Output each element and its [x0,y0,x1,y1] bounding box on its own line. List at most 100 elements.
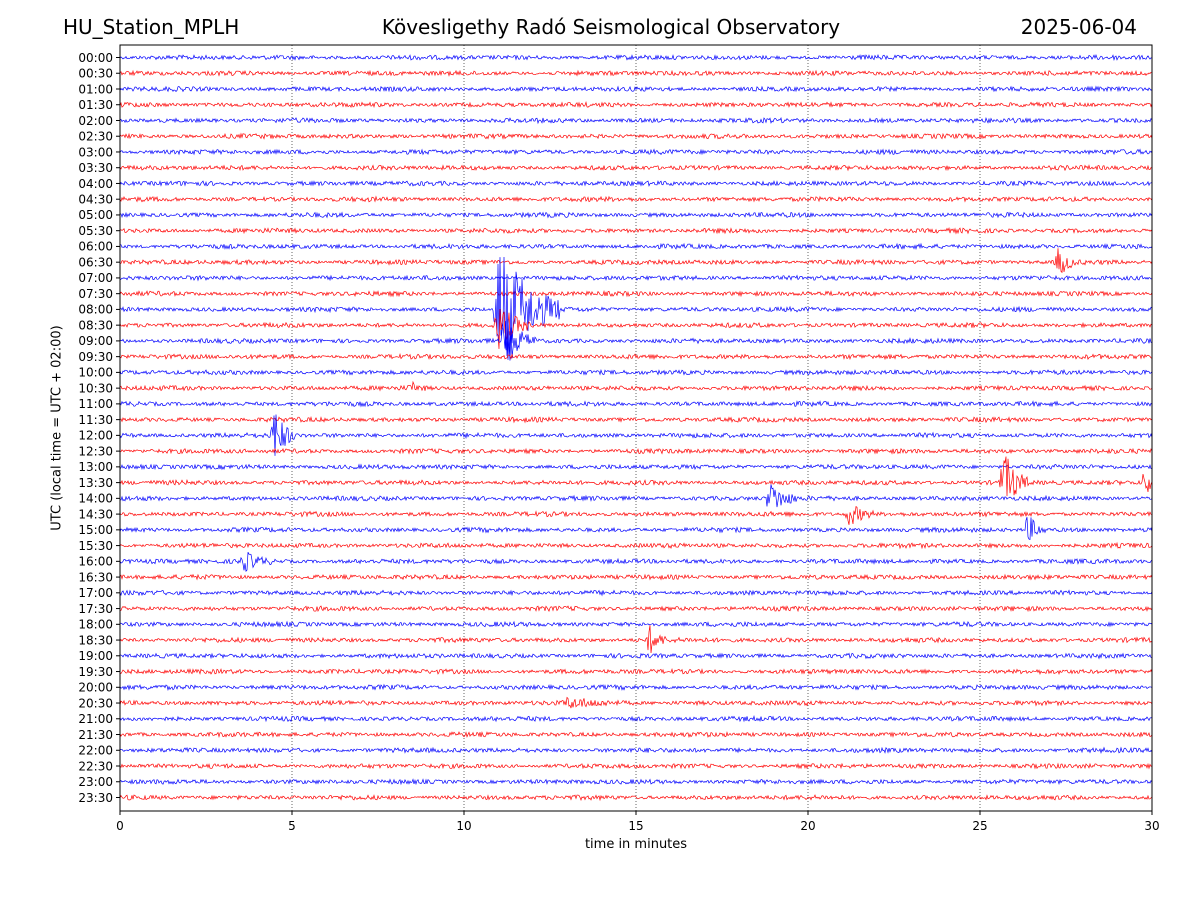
trace-1930 [119,668,1153,675]
x-tick-label-0: 0 [116,819,124,833]
y-tick-label-1400: 14:00 [78,492,113,506]
seismic-traces [119,54,1153,802]
y-tick-label-0130: 01:30 [78,98,113,112]
trace-1800 [119,620,1153,628]
trace-1630 [119,573,1153,581]
x-tick-label-15: 15 [628,819,643,833]
y-axis-label: UTC (local time = UTC + 02:00) [49,325,65,531]
trace-0700 [119,274,1153,282]
y-tick-label-1730: 17:30 [78,602,113,616]
trace-1700 [119,589,1153,597]
trace-2200 [119,746,1153,755]
trace-0230 [119,132,1153,140]
y-tick-label-0630: 06:30 [78,255,113,269]
y-tick-label-0530: 05:30 [78,224,113,238]
trace-2230 [119,762,1153,770]
y-tick-label-1100: 11:00 [78,397,113,411]
y-tick-label-2300: 23:00 [78,775,113,789]
y-tick-label-1000: 10:00 [78,366,113,380]
trace-0600 [119,242,1153,250]
trace-2130 [119,731,1153,739]
trace-1200 [119,414,1153,456]
trace-1300 [119,463,1153,471]
x-tick-label-25: 25 [972,819,987,833]
trace-0330 [119,164,1153,172]
trace-1330 [119,456,1153,497]
trace-1900 [119,652,1153,660]
observatory-title: Kövesligethy Radó Seismological Observat… [381,15,841,39]
y-tick-label-0600: 06:00 [78,240,113,254]
trace-0800 [119,257,1153,360]
y-tick-label-0200: 02:00 [78,114,113,128]
trace-0500 [119,211,1153,219]
y-tick-label-1600: 16:00 [78,555,113,569]
x-tick-label-30: 30 [1144,819,1159,833]
y-tick-label-0230: 02:30 [78,130,113,144]
y-tick-label-1800: 18:00 [78,618,113,632]
y-tick-label-0830: 08:30 [78,318,113,332]
y-tick-label-0900: 09:00 [78,334,113,348]
y-tick-label-1530: 15:30 [78,539,113,553]
trace-0130 [119,101,1153,109]
trace-1400 [119,484,1153,508]
y-tick-label-1930: 19:30 [78,665,113,679]
y-tick-label-0330: 03:30 [78,161,113,175]
trace-0630 [119,248,1153,274]
y-tick-label-1430: 14:30 [78,507,113,521]
trace-1230 [119,447,1153,455]
y-tick-label-0500: 05:00 [78,208,113,222]
trace-0300 [119,148,1153,156]
y-tick-label-2230: 22:30 [78,759,113,773]
grid-lines [291,45,981,811]
trace-1830 [119,625,1153,654]
y-tick-label-1830: 18:30 [78,633,113,647]
y-tick-label-1200: 12:00 [78,429,113,443]
y-tick-label-0930: 09:30 [78,350,113,364]
y-tick-label-1700: 17:00 [78,586,113,600]
trace-2030 [119,696,1153,709]
y-tick-label-2200: 22:00 [78,744,113,758]
trace-0000 [119,54,1153,61]
trace-1730 [119,605,1153,613]
y-tick-label-0000: 00:00 [78,51,113,65]
y-tick-label-0030: 00:30 [78,67,113,81]
trace-1100 [119,400,1153,408]
y-tick-label-2000: 20:00 [78,681,113,695]
y-tick-label-1030: 10:30 [78,381,113,395]
trace-2330 [119,794,1153,802]
trace-0900 [119,319,1153,361]
y-tick-label-2330: 23:30 [78,791,113,805]
y-tick-label-1630: 16:30 [78,570,113,584]
trace-1530 [119,541,1153,550]
trace-0830 [119,309,1153,349]
trace-1000 [119,368,1153,376]
trace-0530 [119,226,1153,235]
x-tick-label-10: 10 [456,819,471,833]
trace-0030 [119,69,1153,77]
y-tick-label-0430: 04:30 [78,193,113,207]
trace-0400 [119,179,1153,187]
trace-1130 [119,415,1153,424]
trace-1430 [119,505,1153,525]
y-tick-label-0100: 01:00 [78,82,113,96]
y-tick-label-1330: 13:30 [78,476,113,490]
x-axis-ticks: 0 5 10 15 20 25 30 [116,811,1160,833]
trace-0930 [119,353,1153,361]
y-tick-label-1130: 11:30 [78,413,113,427]
y-tick-label-0700: 07:00 [78,271,113,285]
x-tick-label-20: 20 [800,819,815,833]
trace-1500 [119,516,1153,540]
y-tick-label-2100: 21:00 [78,712,113,726]
y-tick-label-0300: 03:00 [78,145,113,159]
station-title: HU_Station_MPLH [63,15,240,39]
x-axis-label: time in minutes [584,837,688,852]
trace-0430 [119,195,1153,203]
y-tick-label-2130: 21:30 [78,728,113,742]
trace-1030 [119,380,1153,392]
y-tick-label-1500: 15:00 [78,523,113,537]
y-tick-label-1230: 12:30 [78,444,113,458]
trace-2300 [119,778,1153,786]
y-tick-label-2030: 20:30 [78,696,113,710]
x-tick-label-5: 5 [288,819,296,833]
y-tick-label-0730: 07:30 [78,287,113,301]
